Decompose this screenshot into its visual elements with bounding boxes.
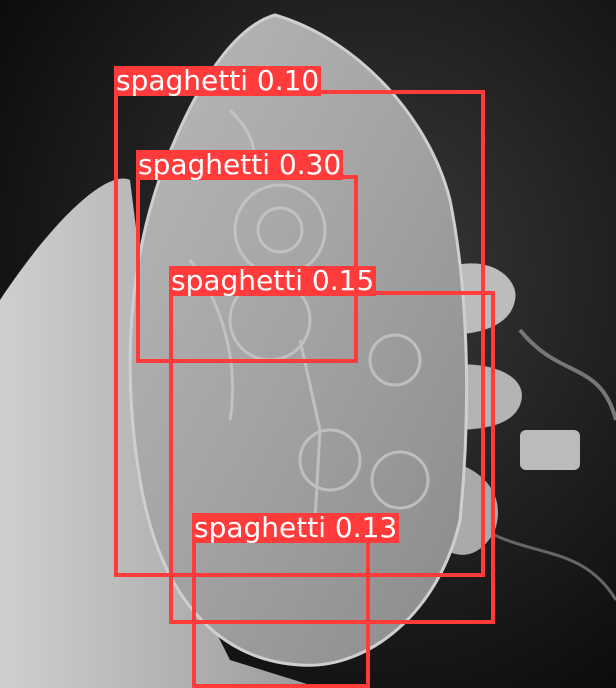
detection-label-4: spaghetti 0.13	[192, 511, 400, 544]
hand	[0, 178, 320, 688]
background-cable	[518, 328, 616, 421]
detection-box-4	[192, 538, 370, 688]
detection-label-3: spaghetti 0.15	[169, 264, 377, 297]
background-connector	[520, 430, 580, 470]
leaf-relief-flower	[188, 108, 430, 521]
detection-label-1: spaghetti 0.10	[114, 64, 322, 97]
detection-label-2: spaghetti 0.30	[136, 148, 344, 181]
